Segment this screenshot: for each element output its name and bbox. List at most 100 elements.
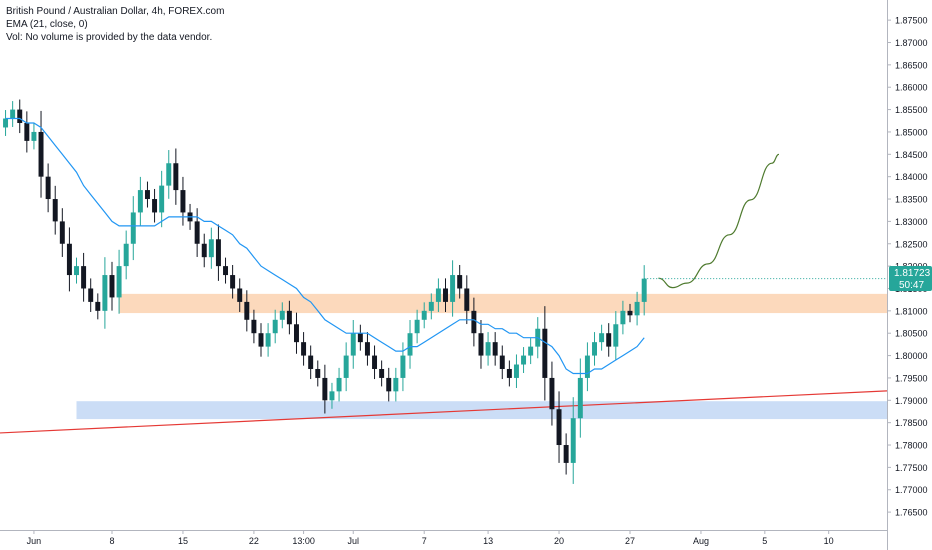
time-axis-tick-label: 7	[422, 536, 427, 546]
candle	[24, 111, 30, 153]
candle-body	[144, 190, 150, 200]
price-axis-tick-label: 1.80500	[895, 329, 928, 339]
candle	[3, 110, 9, 136]
candle-body	[66, 243, 72, 276]
candle	[194, 208, 200, 257]
candle	[74, 257, 79, 284]
candle-body	[230, 275, 236, 289]
candle	[513, 354, 519, 388]
price-axis-tick-label: 1.83000	[895, 217, 928, 227]
candle-body	[95, 301, 101, 311]
price-axis-tick-label: 1.81000	[895, 306, 928, 316]
candle	[372, 345, 378, 380]
price-axis[interactable]: 1.76500 1.77000 1.77500 1.78000 1.78500 1.790…	[887, 16, 928, 518]
price-axis-tick-label: 1.78000	[895, 441, 928, 451]
price-axis-tick-label: 1.83500	[895, 195, 928, 205]
candle	[17, 99, 23, 134]
candle-body	[634, 301, 640, 316]
candle-body	[464, 288, 470, 311]
candle	[357, 324, 363, 351]
candle-body	[159, 185, 165, 213]
candle	[166, 150, 172, 199]
candle-body	[450, 275, 456, 302]
candle	[215, 224, 221, 281]
candle-body	[492, 342, 498, 356]
time-axis-tick-label: 13	[483, 536, 493, 546]
candle	[265, 323, 271, 357]
candle	[301, 332, 307, 366]
candle-body	[322, 377, 328, 401]
candle	[592, 332, 597, 366]
candle-body	[123, 243, 129, 267]
candle-body	[301, 342, 307, 356]
candle-body	[379, 368, 385, 378]
candle-body	[279, 310, 285, 320]
ema-indicator-label[interactable]: EMA (21, close, 0)	[6, 19, 88, 30]
candle-body	[109, 275, 115, 298]
candle-body	[421, 310, 427, 320]
candle-body	[208, 239, 214, 258]
price-axis-tick-label: 1.80000	[895, 351, 928, 361]
candle-body	[563, 445, 569, 463]
candle	[102, 257, 108, 329]
candle-body	[237, 288, 243, 302]
candle-body	[471, 310, 477, 334]
candle	[584, 342, 590, 392]
candle	[109, 261, 115, 311]
candle	[152, 188, 158, 223]
candle-body	[137, 190, 143, 213]
candle-body	[521, 355, 527, 365]
symbol-title[interactable]: British Pound / Australian Dollar, 4h, F…	[6, 6, 225, 17]
candle	[599, 324, 605, 351]
price-axis-tick-label: 1.77500	[895, 463, 928, 473]
candle-body	[393, 377, 399, 392]
candle-body	[286, 310, 292, 325]
candle	[428, 293, 434, 320]
candle	[492, 332, 498, 366]
candle-body	[506, 368, 512, 378]
time-axis-tick-label: 22	[249, 536, 259, 546]
candle	[343, 342, 349, 392]
candle	[88, 278, 94, 312]
candle	[521, 347, 527, 374]
candle	[308, 345, 314, 380]
candle-body	[180, 190, 186, 213]
candle-body	[223, 266, 229, 276]
candle	[38, 110, 44, 198]
candle	[180, 176, 186, 226]
candle-body	[52, 199, 58, 222]
last-price-tag: 1.81723 50:47	[889, 266, 932, 291]
price-axis-tick-label: 1.77000	[895, 485, 928, 495]
volume-note: Vol: No volume is provided by the data v…	[6, 32, 213, 43]
candle-body	[400, 355, 406, 378]
candle	[542, 306, 548, 401]
candle	[549, 361, 555, 426]
candle	[414, 309, 420, 344]
projection-path	[658, 153, 780, 289]
candle	[336, 367, 342, 402]
candle-body	[244, 301, 250, 320]
candle	[450, 260, 456, 317]
price-axis-tick-label: 1.84000	[895, 172, 928, 182]
time-axis-tick-label: 5	[762, 536, 767, 546]
candle-body	[599, 333, 605, 343]
price-axis-tick-label: 1.87000	[895, 38, 928, 48]
candle	[208, 227, 214, 269]
candle	[251, 309, 257, 344]
price-axis-tick-label: 1.86500	[895, 60, 928, 70]
time-axis[interactable]: Jun 8 15 22 13:00 Jul 7 13 20 27 Aug 5 10	[27, 530, 834, 546]
candle	[421, 302, 427, 329]
candle-body	[265, 333, 271, 347]
candle	[95, 293, 101, 320]
candle	[130, 196, 136, 261]
candle	[144, 181, 150, 208]
price-axis-tick-label: 1.85500	[895, 105, 928, 115]
resistance-zone	[119, 293, 888, 314]
trendline-layer	[0, 390, 888, 434]
candle-body	[435, 288, 441, 302]
candle-body	[116, 266, 122, 298]
candles-layer	[3, 99, 647, 484]
candle-body	[443, 288, 448, 302]
candle	[506, 360, 512, 387]
